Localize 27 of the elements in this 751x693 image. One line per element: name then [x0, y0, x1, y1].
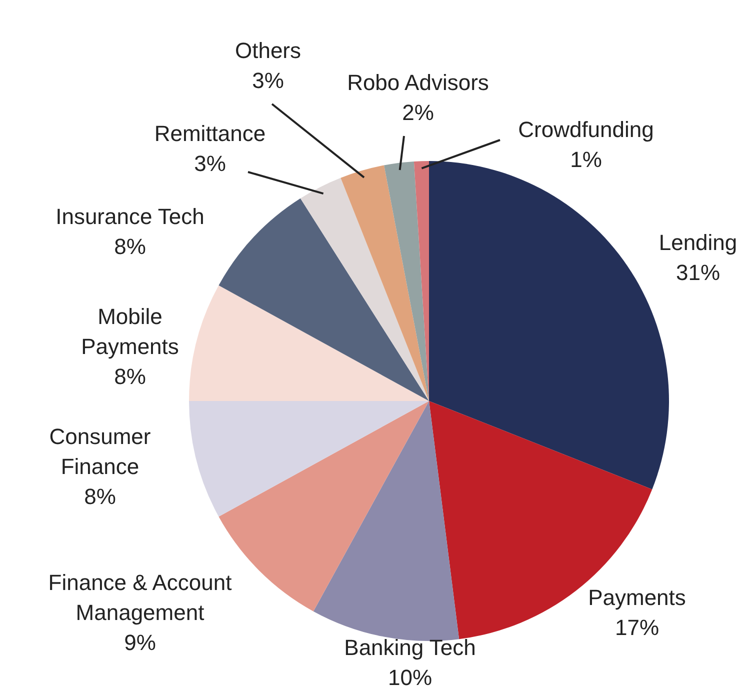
- pie-slice: [313, 401, 460, 641]
- data-label: 8%: [114, 364, 146, 389]
- pie-slice: [384, 161, 429, 401]
- data-label: 3%: [194, 151, 226, 176]
- slice-label: Robo Advisors: [347, 70, 489, 95]
- pie-slice: [218, 198, 429, 401]
- slice-label: Lending: [658, 230, 738, 255]
- slice-label: Insurance Tech: [56, 204, 204, 229]
- slice-label: Payments: [588, 585, 686, 610]
- data-label: 10%: [388, 665, 432, 690]
- data-label: 3%: [252, 68, 284, 93]
- data-label: 8%: [114, 234, 146, 259]
- data-label: 17%: [614, 615, 660, 640]
- slice-label: Finance & Account Management: [48, 570, 232, 625]
- data-label: 31%: [676, 260, 720, 285]
- data-label: 1%: [570, 147, 602, 172]
- pie-slice: [189, 285, 429, 401]
- slice-label: Consumer Finance: [49, 424, 151, 479]
- slice-label: Others: [234, 38, 302, 63]
- slice-label: Mobile Payments: [81, 304, 179, 359]
- pie-slice: [340, 165, 429, 401]
- slice-label: Crowdfunding: [518, 117, 654, 142]
- data-label: 9%: [124, 630, 156, 655]
- data-label: 8%: [84, 484, 116, 509]
- slice-label: Remittance: [154, 121, 266, 146]
- data-label: 2%: [402, 100, 434, 125]
- slice-label: Banking Tech: [344, 635, 476, 660]
